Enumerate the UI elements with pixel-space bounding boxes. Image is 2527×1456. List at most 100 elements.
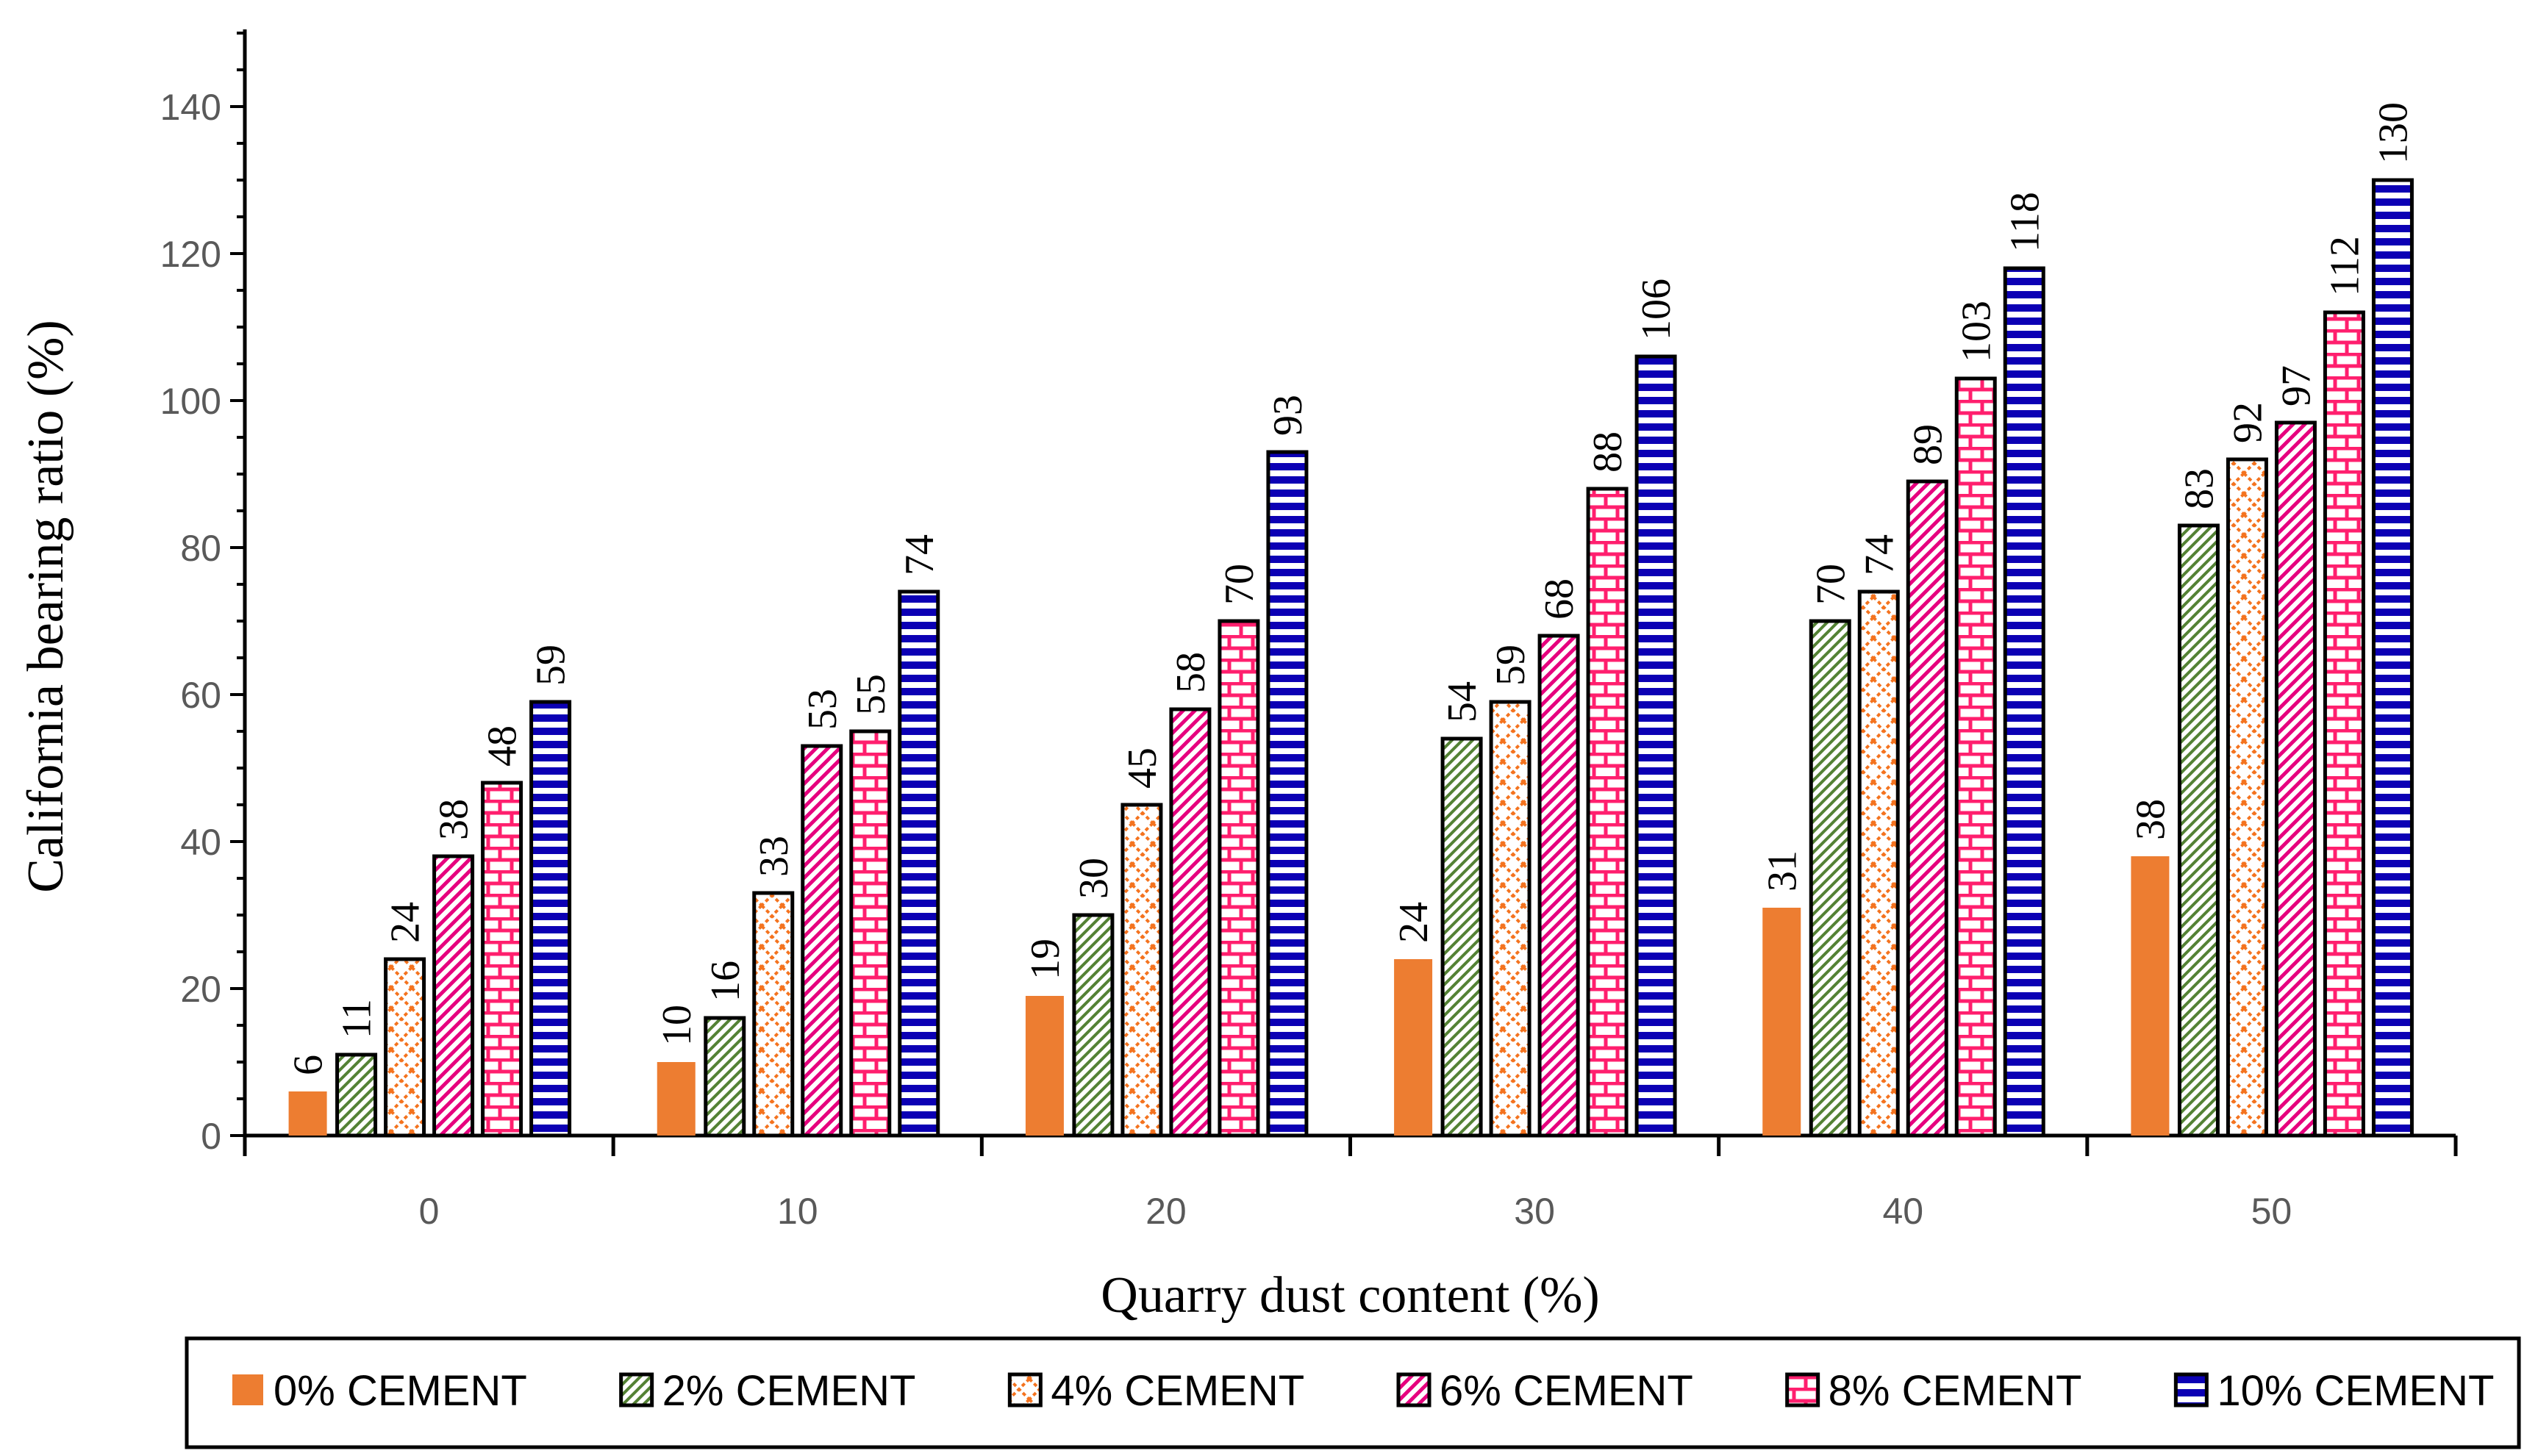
bar: [529, 700, 572, 1138]
x-tick-label: 10: [777, 1191, 818, 1232]
legend-swatch: [619, 1372, 654, 1407]
x-tick-label: 20: [1145, 1191, 1187, 1232]
bar: [288, 1091, 327, 1136]
data-label: 93: [1265, 395, 1311, 436]
data-label: 10: [654, 1005, 700, 1046]
data-label: 112: [2322, 236, 2367, 296]
data-label: 16: [703, 961, 748, 1002]
data-label: 88: [1585, 431, 1631, 473]
bar: [1169, 707, 1212, 1138]
data-label: 59: [529, 645, 574, 686]
bar: [1809, 619, 1851, 1138]
legend-label: 2% CEMENT: [662, 1367, 916, 1415]
y-tick-label: 0: [201, 1116, 221, 1157]
data-label: 83: [2176, 468, 2222, 509]
data-label: 59: [1488, 645, 1534, 686]
legend-label: 8% CEMENT: [1829, 1367, 2082, 1415]
data-label: 70: [1808, 564, 1854, 605]
y-tick-label: 60: [180, 675, 221, 716]
bar: [1440, 736, 1483, 1138]
data-label: 55: [848, 674, 894, 715]
bar: [432, 854, 475, 1138]
legend-label: 6% CEMENT: [1440, 1367, 1693, 1415]
bar: [1634, 354, 1677, 1138]
data-label: 24: [383, 902, 429, 943]
data-label: 30: [1071, 858, 1117, 899]
y-tick-label: 100: [160, 381, 221, 422]
legend-label: 0% CEMENT: [274, 1367, 527, 1415]
bar: [2274, 420, 2317, 1138]
bar: [1266, 450, 1309, 1138]
data-label: 58: [1168, 652, 1214, 693]
bar: [335, 1052, 378, 1138]
bar: [2371, 178, 2414, 1138]
data-label: 97: [2273, 365, 2319, 406]
bar: [657, 1062, 696, 1136]
bar: [801, 744, 843, 1138]
x-tick-label: 0: [419, 1191, 440, 1232]
bar: [1489, 700, 1531, 1138]
legend-swatch: [1007, 1372, 1043, 1407]
bar: [704, 1016, 746, 1138]
data-label: 48: [480, 725, 526, 767]
data-label: 130: [2370, 102, 2416, 164]
y-axis-title: California bearing ratio (%): [18, 320, 74, 892]
bar: [1072, 913, 1115, 1138]
data-label: 6: [286, 1055, 332, 1075]
bar: [1954, 376, 1997, 1138]
data-label: 53: [800, 689, 846, 730]
bar: [1537, 634, 1580, 1138]
data-label: 38: [2128, 799, 2173, 840]
legend-swatch: [1396, 1372, 1432, 1407]
data-label: 38: [432, 799, 477, 840]
y-tick-label: 80: [180, 528, 221, 569]
data-label: 33: [751, 836, 797, 877]
bar: [1762, 908, 1801, 1136]
y-tick-label: 120: [160, 234, 221, 275]
data-label: 103: [1954, 301, 1999, 362]
data-label: 24: [1391, 902, 1437, 943]
data-label: 106: [1634, 279, 1679, 340]
legend: 0% CEMENT 2% CEMENT 4% CEMENT 6% CEMENT 8% C…: [185, 1336, 2521, 1449]
plot-area: 0 20 40 60 80 100 120 140 0 10 20 30 40 50 Quarry dust…: [18, 29, 2458, 1324]
y-tick-label: 20: [180, 969, 221, 1010]
bar: [2003, 266, 2045, 1138]
x-axis-title: Quarry dust content (%): [1101, 1267, 1599, 1324]
data-label: 92: [2225, 402, 2270, 443]
bar: [849, 729, 892, 1138]
legend-label: 10% CEMENT: [2217, 1367, 2494, 1415]
bar: [1586, 487, 1629, 1138]
x-tick-label: 50: [2251, 1191, 2292, 1232]
bar: [1025, 996, 1064, 1136]
data-label: 74: [1856, 534, 1902, 575]
bar: [384, 957, 426, 1138]
legend-swatch: [232, 1374, 263, 1405]
x-tick-label: 40: [1882, 1191, 1923, 1232]
y-tick-label: 140: [160, 87, 221, 128]
data-label: 118: [2002, 192, 2048, 252]
bar: [1906, 479, 1948, 1138]
data-label: 68: [1537, 578, 1582, 620]
data-label: 19: [1023, 939, 1068, 980]
bar: [2226, 457, 2268, 1138]
bar: [481, 781, 523, 1138]
bar: [1218, 619, 1260, 1138]
legend-label: 4% CEMENT: [1051, 1367, 1304, 1415]
data-label: 31: [1759, 850, 1805, 892]
bar: [1120, 803, 1163, 1138]
bar: [2131, 856, 2170, 1136]
data-label: 89: [1905, 424, 1951, 465]
data-label: 45: [1120, 747, 1165, 789]
data-label: 54: [1440, 681, 1485, 722]
bar: [2323, 310, 2365, 1138]
bar: [1857, 589, 1900, 1138]
legend-swatch: [2173, 1372, 2209, 1407]
y-tick-label: 40: [180, 822, 221, 863]
x-tick-label: 30: [1514, 1191, 1555, 1232]
data-label: 11: [335, 999, 380, 1039]
bar: [898, 589, 940, 1138]
data-label: 70: [1217, 564, 1262, 605]
legend-box: [185, 1336, 2521, 1449]
bar: [752, 891, 795, 1138]
